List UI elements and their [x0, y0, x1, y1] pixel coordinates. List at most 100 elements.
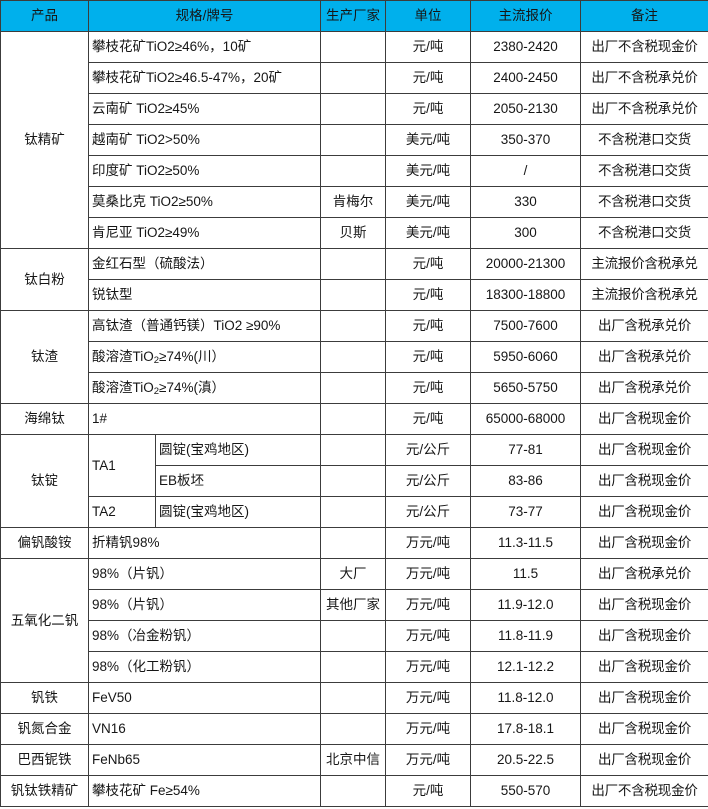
spec-cell: 98%（化工粉钒） [87, 651, 322, 683]
spec-cell: 高钛渣（普通钙镁）TiO2 ≥90% [87, 310, 322, 342]
column-header-manufacturer: 生产厂家 [320, 0, 387, 32]
spec-cell: 1# [87, 403, 322, 435]
table-row: 莫桑比克 TiO2≥50% 肯梅尔 美元/吨 330 不含税港口交货 [1, 186, 708, 218]
note-cell: 出厂不含税现金价 [580, 31, 708, 63]
spec-cell: 肯尼亚 TiO2≥49% [87, 217, 322, 249]
spec-cell: 98%（冶金粉钒） [87, 620, 322, 652]
note-cell: 出厂含税现金价 [580, 527, 708, 559]
manufacturer-cell [320, 372, 387, 404]
table-row: 锐钛型 元/吨 18300-18800 主流报价含税承兑 [1, 279, 708, 311]
note-cell: 出厂含税现金价 [580, 620, 708, 652]
unit-cell: 元/吨 [385, 775, 472, 807]
price-cell: 18300-18800 [470, 279, 582, 311]
note-cell: 出厂不含税承兑价 [580, 62, 708, 94]
spec-cell: VN16 [87, 713, 322, 745]
table-row: TA2 圆锭(宝鸡地区) 元/公斤 73-77 出厂含税现金价 [1, 496, 708, 528]
note-cell: 不含税港口交货 [580, 155, 708, 187]
column-header-note: 备注 [580, 0, 708, 32]
table-row: 钒钛铁精矿 攀枝花矿 Fe≥54% 元/吨 550-570 出厂不含税现金价 [0, 775, 708, 807]
table-row: 巴西铌铁 FeNb65 北京中信 万元/吨 20.5-22.5 出厂含税现金价 [0, 744, 708, 776]
unit-cell: 万元/吨 [385, 589, 472, 621]
table-row: 98%（冶金粉钒） 万元/吨 11.8-11.9 出厂含税现金价 [1, 620, 708, 652]
unit-cell: 美元/吨 [385, 217, 472, 249]
spec-cell: FeV50 [87, 682, 322, 714]
product-name-cell: 偏钒酸铵 [0, 527, 89, 559]
unit-cell: 万元/吨 [385, 620, 472, 652]
unit-cell: 元/公斤 [385, 465, 472, 497]
manufacturer-cell [320, 93, 387, 125]
manufacturer-cell: 其他厂家 [320, 589, 387, 621]
spec-cell: 酸溶渣TiO2≥74%(滇） [87, 372, 322, 404]
table-row: 酸溶渣TiO2≥74%(滇） 元/吨 5650-5750 出厂含税承兑价 [1, 372, 708, 404]
note-cell: 主流报价含税承兑 [580, 279, 708, 311]
manufacturer-cell [320, 775, 387, 807]
spec-cell: 锐钛型 [87, 279, 322, 311]
price-cell: 77-81 [470, 434, 582, 466]
unit-cell: 万元/吨 [385, 558, 472, 590]
price-cell: 2380-2420 [470, 31, 582, 63]
table-row: 酸溶渣TiO2≥74%(川） 元/吨 5950-6060 出厂含税承兑价 [1, 341, 708, 373]
table-body: 钛精矿 攀枝花矿TiO2≥46%，10矿 元/吨 2380-2420 出厂不含税现金价攀… [0, 31, 708, 807]
product-name-cell: 钛锭 [0, 434, 89, 528]
table-row: 偏钒酸铵 折精钒98% 万元/吨 11.3-11.5 出厂含税现金价 [0, 527, 708, 559]
price-cell: 20.5-22.5 [470, 744, 582, 776]
unit-cell: 元/公斤 [385, 434, 472, 466]
unit-cell: 元/吨 [385, 310, 472, 342]
spec-cell: EB板坯 [154, 465, 322, 497]
unit-cell: 元/吨 [385, 403, 472, 435]
price-cell: 17.8-18.1 [470, 713, 582, 745]
manufacturer-cell [320, 62, 387, 94]
unit-cell: 元/吨 [385, 31, 472, 63]
note-cell: 出厂含税现金价 [580, 434, 708, 466]
note-cell: 出厂含税现金价 [580, 589, 708, 621]
price-cell: 2050-2130 [470, 93, 582, 125]
table-row: 海绵钛 1# 元/吨 65000-68000 出厂含税现金价 [0, 403, 708, 435]
unit-cell: 万元/吨 [385, 527, 472, 559]
manufacturer-cell [320, 124, 387, 156]
price-cell: 2400-2450 [470, 62, 582, 94]
manufacturer-cell [320, 155, 387, 187]
note-cell: 不含税港口交货 [580, 124, 708, 156]
manufacturer-cell: 北京中信 [320, 744, 387, 776]
note-cell: 出厂不含税现金价 [580, 775, 708, 807]
manufacturer-cell: 贝斯 [320, 217, 387, 249]
price-cell: 65000-68000 [470, 403, 582, 435]
spec-cell: 莫桑比克 TiO2≥50% [87, 186, 322, 218]
table-row: 钛精矿 攀枝花矿TiO2≥46%，10矿 元/吨 2380-2420 出厂不含税现金价 [0, 31, 708, 249]
spec-cell: 98%（片钒） [87, 558, 322, 590]
price-cell: 11.5 [470, 558, 582, 590]
manufacturer-cell [320, 403, 387, 435]
spec-cell: 金红石型（硫酸法） [87, 248, 322, 280]
manufacturer-cell [320, 248, 387, 280]
price-cell: 11.8-12.0 [470, 682, 582, 714]
table-row: 钛白粉 金红石型（硫酸法） 元/吨 20000-21300 主流报价含税承兑 [0, 248, 708, 311]
note-cell: 出厂含税承兑价 [580, 372, 708, 404]
manufacturer-cell [320, 496, 387, 528]
price-cell: 12.1-12.2 [470, 651, 582, 683]
product-name-cell: 钒铁 [0, 682, 89, 714]
product-name-cell: 巴西铌铁 [0, 744, 89, 776]
unit-cell: 元/吨 [385, 279, 472, 311]
table-row: 五氧化二钒 98%（片钒） 大厂 万元/吨 11.5 出厂含税承兑价 [0, 558, 708, 683]
price-cell: / [470, 155, 582, 187]
manufacturer-cell [320, 713, 387, 745]
price-cell: 300 [470, 217, 582, 249]
spec-cell: 攀枝花矿TiO2≥46.5-47%，20矿 [87, 62, 322, 94]
price-cell: 11.9-12.0 [470, 589, 582, 621]
unit-cell: 元/吨 [385, 341, 472, 373]
manufacturer-cell [320, 465, 387, 497]
manufacturer-cell: 肯梅尔 [320, 186, 387, 218]
column-header-spec: 规格/牌号 [87, 0, 322, 32]
price-cell: 350-370 [470, 124, 582, 156]
table-row: 攀枝花矿TiO2≥46.5-47%，20矿 元/吨 2400-2450 出厂不含税承兑… [1, 62, 708, 94]
column-header-product: 产品 [0, 0, 89, 32]
note-cell: 出厂含税承兑价 [580, 558, 708, 590]
spec-cell: 酸溶渣TiO2≥74%(川） [87, 341, 322, 373]
table-row: 越南矿 TiO2>50% 美元/吨 350-370 不含税港口交货 [1, 124, 708, 156]
manufacturer-cell [320, 310, 387, 342]
product-name-cell: 钛白粉 [0, 248, 89, 311]
unit-cell: 美元/吨 [385, 186, 472, 218]
product-name-cell: 海绵钛 [0, 403, 89, 435]
price-cell: 330 [470, 186, 582, 218]
